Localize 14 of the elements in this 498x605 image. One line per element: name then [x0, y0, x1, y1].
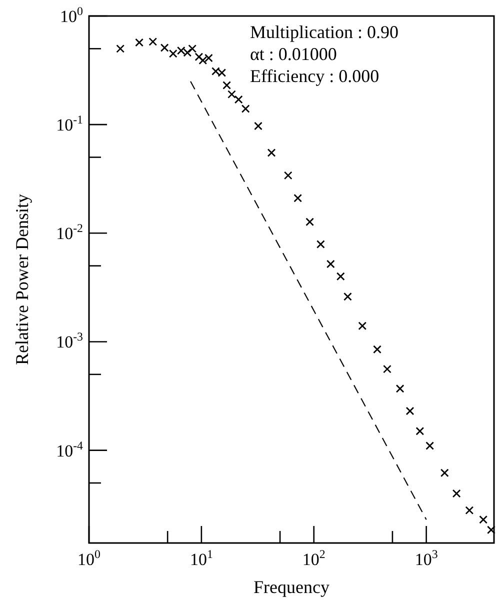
y-tick-label: 10$^{-1}$ [56, 112, 84, 135]
y-axis-title: Relative Power Density [12, 194, 32, 365]
x-tick-label: 10$^{1}$ [190, 547, 213, 569]
y-tick-label: 10$^{-3}$ [56, 330, 84, 352]
annotation: Efficiency : 0.000 [250, 66, 380, 86]
y-tick-label: 10$^{-4}$ [56, 438, 84, 460]
x-tick-label: 10$^{0}$ [78, 547, 101, 569]
x-tick-label: 10$^{3}$ [414, 547, 438, 569]
x-tick-label: 10$^{2}$ [302, 547, 326, 569]
y-tick-label: 10$^{-2}$ [56, 221, 84, 244]
annotation: αt : 0.01000 [250, 44, 337, 64]
y-tick-label: 10$^{0}$ [60, 4, 84, 26]
x-axis-title: Frequency [254, 577, 330, 597]
annotation: Multiplication : 0.90 [250, 22, 398, 42]
